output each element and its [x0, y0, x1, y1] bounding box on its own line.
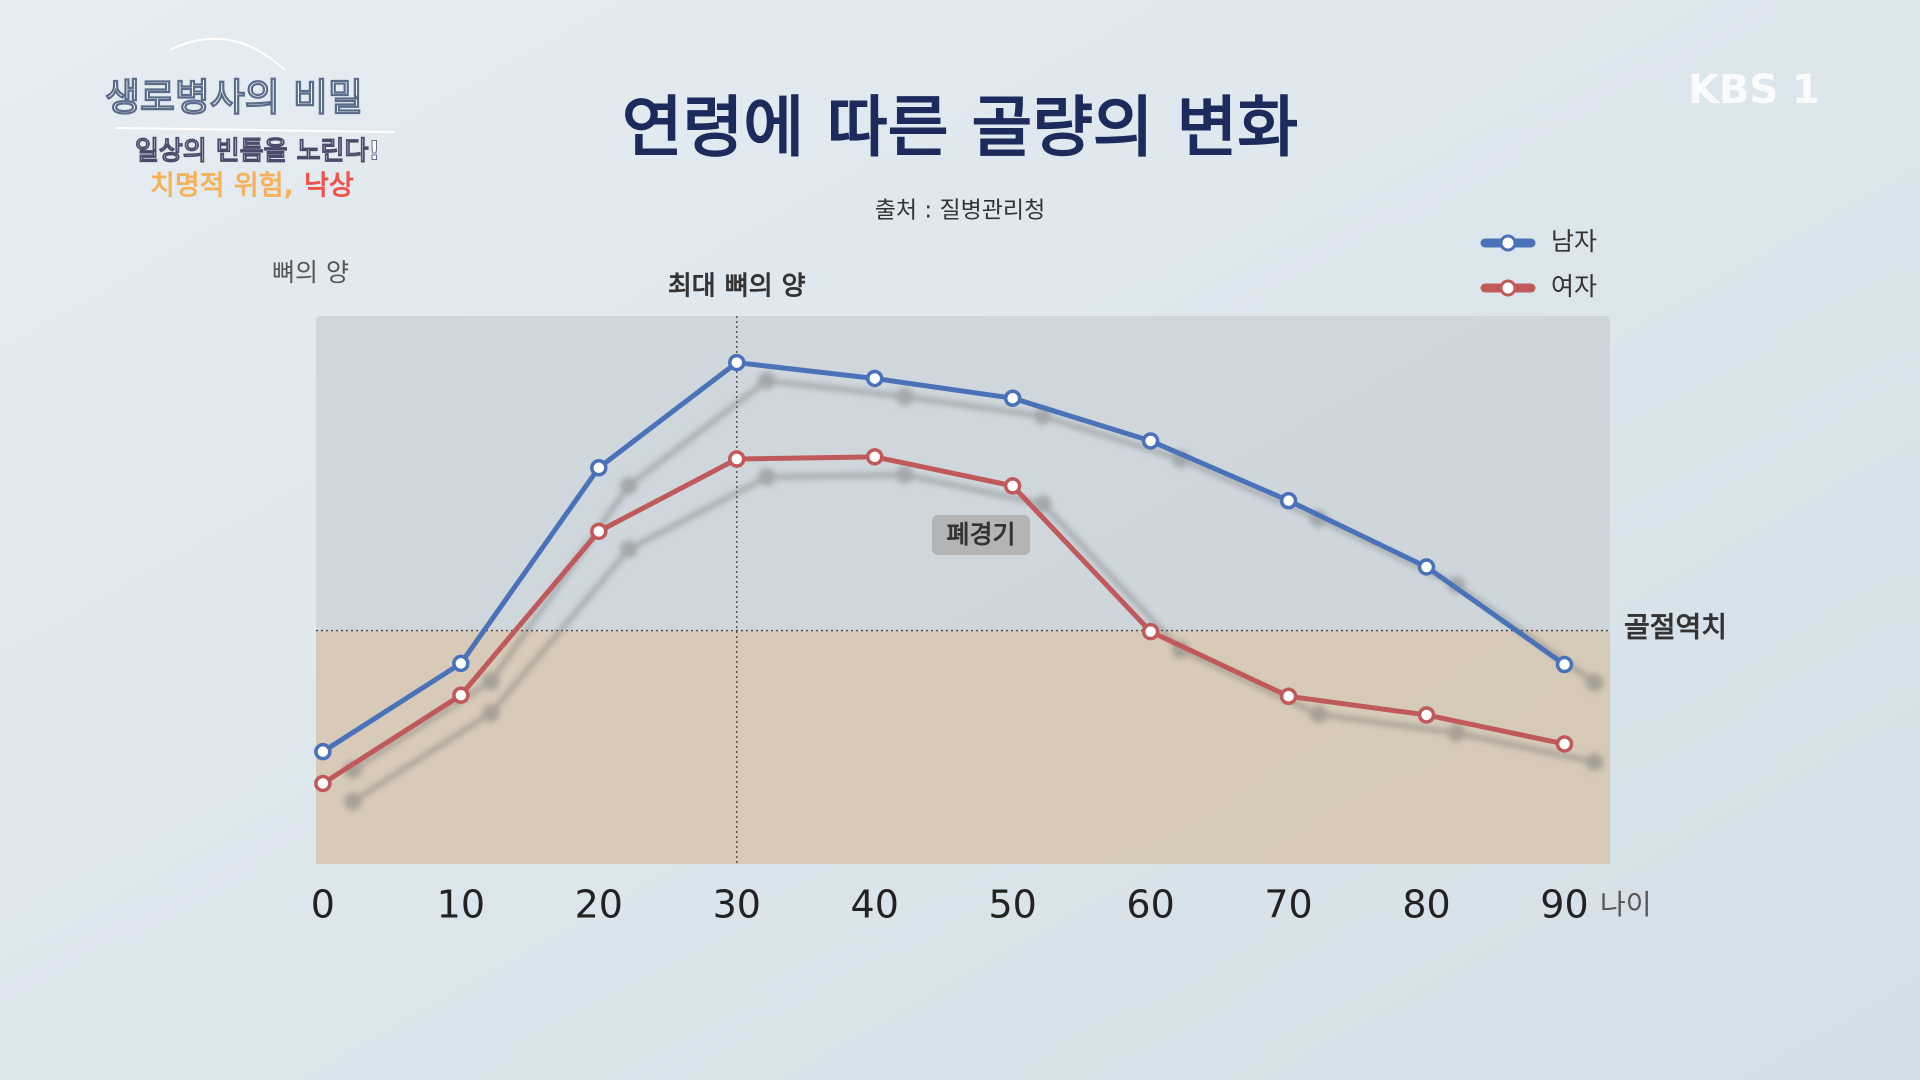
point [452, 654, 470, 673]
x-tick-label: 60 [1126, 883, 1174, 927]
point [314, 742, 332, 761]
legend-label: 남자 [1551, 227, 1597, 256]
x-tick-label: 80 [1402, 883, 1450, 927]
x-tick-label: 10 [437, 883, 485, 927]
x-tick-label: 30 [713, 883, 761, 927]
point [1279, 687, 1298, 706]
annotation: 폐경기 [946, 520, 1015, 549]
channel-logo: KBS 1 [1688, 67, 1820, 113]
point [728, 450, 746, 468]
x-tick-label: 40 [851, 883, 899, 927]
program-title: 생로병사의 비밀 [105, 76, 363, 120]
point [1555, 735, 1574, 753]
point [1555, 655, 1574, 674]
tagline: 일상의 빈틈을 노린다! [135, 137, 380, 167]
point [1003, 477, 1022, 495]
point [865, 369, 884, 388]
point [1141, 432, 1160, 450]
plot-lower [316, 630, 1610, 864]
point [1417, 706, 1436, 724]
logo-arc [169, 37, 286, 71]
point [590, 522, 608, 541]
x-tick-label: 0 [311, 883, 335, 927]
x-tick-label: 90 [1540, 883, 1588, 927]
point [452, 686, 470, 704]
series [314, 353, 1574, 761]
y-axis-label: 뼈의 양 [272, 258, 349, 287]
point [590, 459, 608, 477]
peak-label: 최대 뼈의 양 [668, 272, 806, 302]
episode-a: 치명적 위험, [150, 171, 294, 202]
series [314, 448, 1574, 793]
x-axis-label: 나이 [1600, 888, 1652, 921]
point [865, 448, 884, 466]
logo: 생로병사의 비밀 일상의 빈틈을 노린다! 치명적 위험, 낙상 [105, 37, 396, 202]
point [1141, 622, 1160, 641]
line [321, 454, 1565, 786]
legend-label: 여자 [1551, 272, 1597, 301]
point [1279, 491, 1298, 510]
x-tick-label: 70 [1264, 883, 1312, 927]
legend-dot [1499, 279, 1517, 297]
legend-dot [1499, 234, 1517, 252]
x-tick-label: 20 [575, 883, 623, 927]
line [321, 360, 1566, 754]
annotation-box [932, 515, 1030, 555]
logo-rule [114, 127, 396, 133]
x-tick-label: 50 [988, 883, 1036, 927]
chart-title: 연령에 따른 골량의 변화 [622, 89, 1298, 166]
point [314, 774, 332, 793]
point [728, 353, 746, 372]
point [1003, 389, 1022, 407]
episode-b: 낙상 [304, 171, 354, 202]
source: 출처 : 질병관리청 [875, 198, 1046, 224]
threshold-label: 골절역치 [1624, 611, 1727, 644]
point [1417, 558, 1436, 576]
